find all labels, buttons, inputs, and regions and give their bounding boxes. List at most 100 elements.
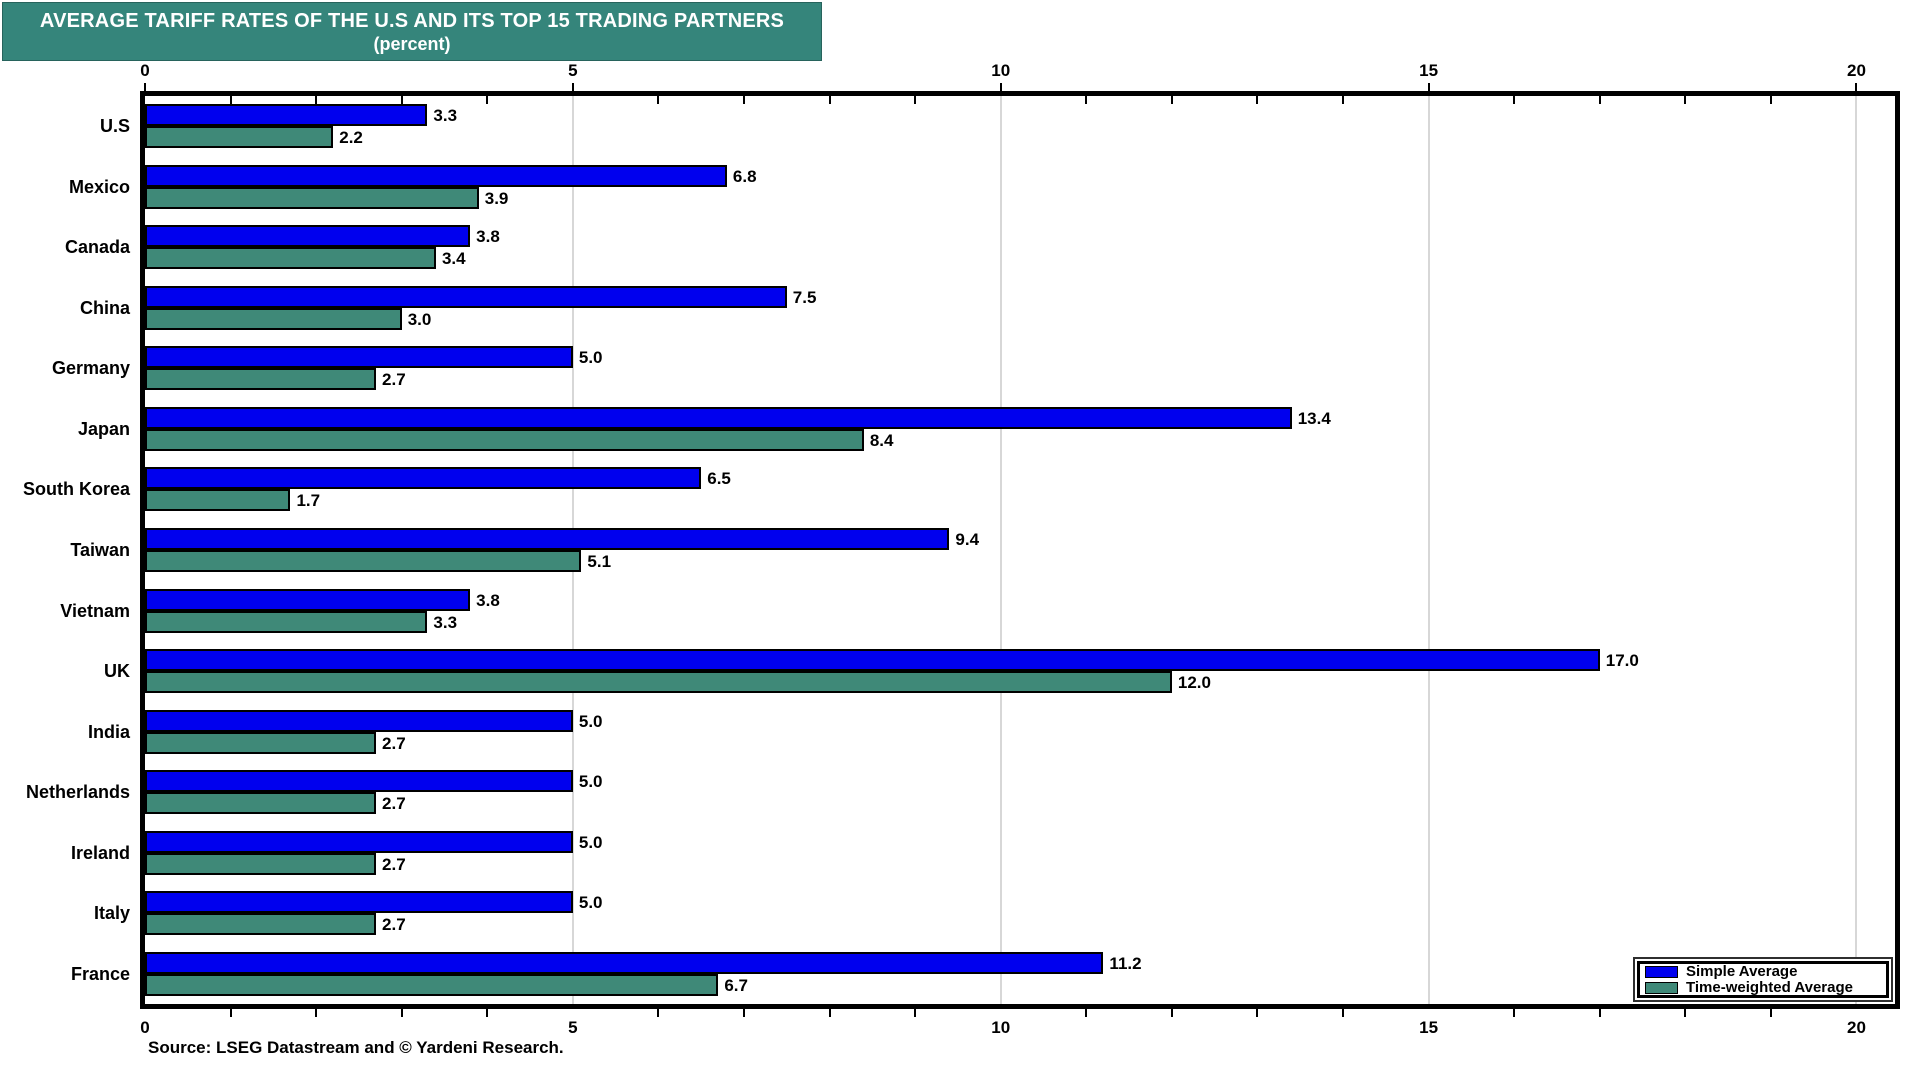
x-axis-minor-tick-bottom (1598, 1009, 1601, 1017)
bar-time-weighted-average (145, 852, 377, 875)
bar-value-label: 3.0 (407, 309, 432, 329)
x-axis-minor-tick-bottom (914, 1009, 917, 1017)
bar-simple-average (145, 709, 573, 732)
x-axis-minor-tick-top (743, 96, 746, 104)
bar-simple-average (145, 104, 428, 127)
category-label: Ireland (70, 842, 130, 863)
source-note: Source: LSEG Datastream and © Yardeni Re… (148, 1038, 564, 1057)
bar-time-weighted-average (145, 368, 377, 391)
x-axis-minor-tick-top (1598, 96, 1601, 104)
x-axis-tick-label-bottom: 20 (1847, 1018, 1866, 1037)
bar-time-weighted-average (145, 792, 377, 815)
gridline (1855, 96, 1858, 1004)
category-label: Vietnam (60, 600, 130, 621)
x-axis-minor-tick-top (828, 96, 831, 104)
x-axis-minor-tick-top (914, 96, 917, 104)
x-axis-tick-label-top: 15 (1419, 61, 1439, 80)
x-axis-minor-tick-bottom (400, 1009, 403, 1017)
category-label: U.S (99, 116, 130, 137)
x-axis-minor-tick-bottom (229, 1009, 232, 1017)
x-axis-minor-tick-bottom (315, 1009, 318, 1017)
bar-value-label: 3.8 (476, 227, 500, 247)
bar-time-weighted-average (145, 913, 377, 936)
bar-value-label: 7.5 (792, 287, 817, 307)
x-axis-minor-tick-top (229, 96, 232, 104)
bar-time-weighted-average (145, 247, 436, 270)
chart-title: AVERAGE TARIFF RATES OF THE U.S AND ITS … (39, 9, 785, 32)
bar-value-label: 9.4 (955, 530, 980, 549)
bar-time-weighted-average (145, 489, 291, 512)
legend-items: Simple Average Time-weighted Average (1637, 961, 1889, 998)
x-axis-tick-label-bottom: 0 (140, 1018, 150, 1037)
bar-value-label: 13.4 (1297, 408, 1331, 428)
x-axis-minor-tick-top (1256, 96, 1259, 104)
bar-value-label: 5.1 (587, 552, 612, 571)
bar-simple-average (145, 406, 1292, 429)
x-axis-minor-tick-bottom (1256, 1009, 1259, 1017)
bar-time-weighted-average (145, 428, 864, 451)
x-axis-tick-label-top: 20 (1847, 61, 1866, 80)
bar-simple-average (145, 588, 471, 611)
x-axis-minor-tick-top (1513, 96, 1516, 104)
bar-value-label: 3.8 (476, 590, 500, 610)
x-axis-minor-tick-top (400, 96, 403, 104)
category-label: South Korea (22, 479, 130, 500)
legend-swatch-time-weighted-average (1645, 981, 1678, 994)
bar-value-label: 17.0 (1605, 651, 1639, 671)
bar-value-label: 2.2 (339, 128, 363, 148)
x-axis-minor-tick-top (1085, 96, 1088, 104)
legend-row: Time-weighted Average (1645, 980, 1881, 995)
x-axis-major-tick (144, 83, 146, 91)
bar-simple-average (145, 649, 1600, 672)
bar-time-weighted-average (145, 550, 582, 572)
bar-value-label: 6.7 (724, 975, 748, 995)
x-axis-minor-tick-bottom (828, 1009, 831, 1017)
bar-simple-average (145, 891, 573, 914)
bar-value-label: 5.0 (578, 772, 603, 792)
bar-simple-average (145, 285, 787, 308)
gridline (999, 96, 1002, 1004)
bar-time-weighted-average (145, 731, 377, 754)
bar-value-label: 8.4 (869, 430, 894, 450)
x-axis-minor-tick-bottom (743, 1009, 746, 1017)
x-axis-tick-label-top: 10 (991, 61, 1011, 80)
bar-value-label: 1.7 (296, 491, 321, 511)
bar-value-label: 5.0 (578, 711, 603, 731)
bar-value-label: 2.7 (382, 370, 406, 390)
bar-time-weighted-average (145, 126, 334, 149)
bar-time-weighted-average (145, 610, 428, 633)
bar-simple-average (145, 164, 727, 187)
x-axis-tick-label-top: 0 (140, 61, 150, 80)
x-axis-tick-label-top: 5 (568, 61, 578, 80)
x-axis-minor-tick-top (657, 96, 660, 104)
bar-time-weighted-average (145, 973, 719, 996)
x-axis-minor-tick-bottom (1769, 1009, 1772, 1017)
chart-subtitle: (percent) (373, 33, 451, 54)
x-axis-minor-tick-bottom (1085, 1009, 1088, 1017)
x-axis-tick-label-bottom: 10 (991, 1018, 1011, 1037)
bar-time-weighted-average (145, 307, 402, 330)
bar-value-label: 12.0 (1177, 673, 1211, 693)
x-axis-minor-tick-top (1170, 96, 1173, 104)
x-axis-minor-tick-bottom (1684, 1009, 1687, 1017)
bar-time-weighted-average (145, 186, 479, 209)
legend-label: Time-weighted Average (1686, 979, 1853, 996)
category-label: France (70, 963, 130, 984)
x-axis-major-tick (1855, 83, 1858, 91)
category-label: Germany (51, 358, 130, 379)
bar-time-weighted-average (145, 671, 1172, 694)
bar-value-label: 3.9 (484, 188, 509, 208)
bar-value-label: 3.3 (433, 612, 458, 632)
bar-simple-average (145, 951, 1104, 974)
bar-value-label: 5.0 (578, 832, 603, 852)
bar-value-label: 6.8 (732, 166, 757, 186)
bar-value-label: 5.0 (578, 348, 603, 368)
category-label: China (79, 297, 130, 318)
legend: Simple Average Time-weighted Average (1633, 957, 1893, 1002)
x-axis-minor-tick-bottom (1513, 1009, 1516, 1017)
bar-simple-average (145, 830, 573, 853)
bar-value-label: 2.7 (382, 794, 406, 814)
x-axis-minor-tick-bottom (486, 1009, 489, 1017)
bar-value-label: 2.7 (382, 915, 406, 935)
